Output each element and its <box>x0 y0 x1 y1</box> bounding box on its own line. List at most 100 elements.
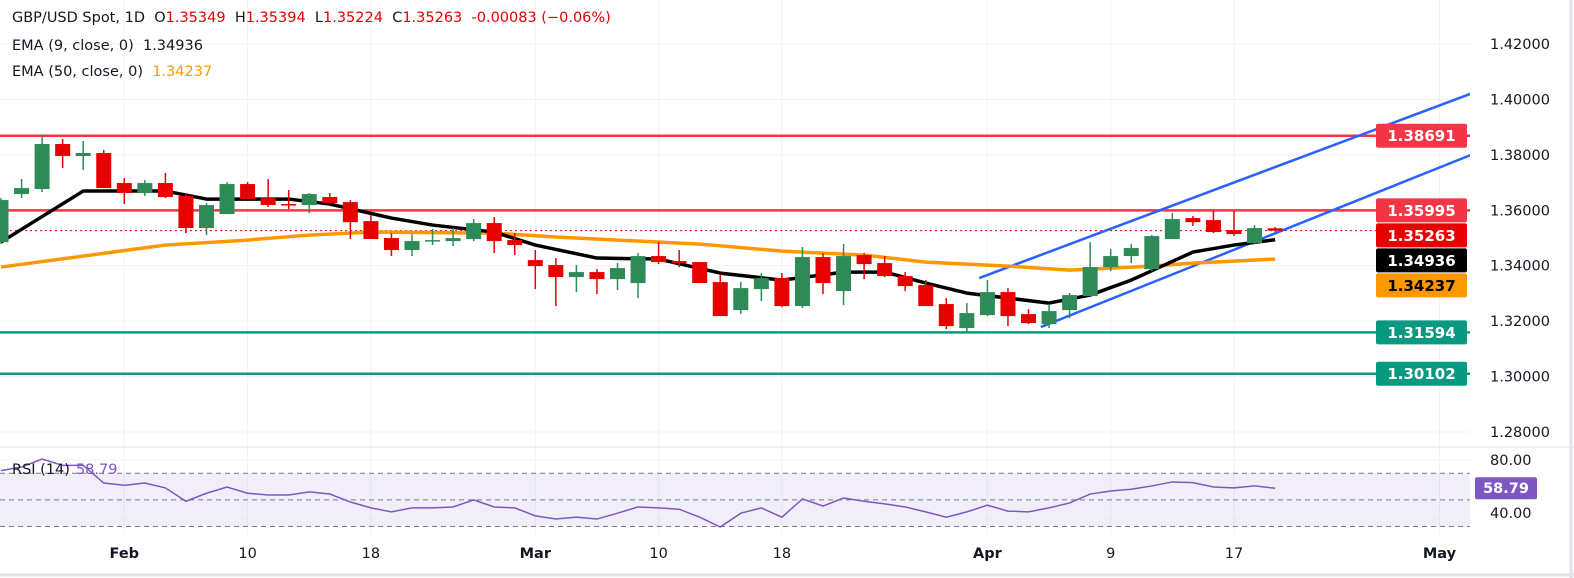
candle-body <box>1062 295 1078 311</box>
candle-body <box>1164 219 1180 240</box>
candle-body <box>1000 292 1016 317</box>
candle-body <box>363 221 379 240</box>
ema9-value: 1.34936 <box>142 38 203 54</box>
price-tag: 1.34936 <box>1376 248 1467 273</box>
candle-body <box>157 183 173 198</box>
candle <box>1041 304 1057 329</box>
candle <box>1144 235 1160 272</box>
candle-body <box>34 144 50 190</box>
candle-body <box>322 197 338 204</box>
symbol-legend: GBP/USD Spot, 1D O1.35349 H1.35394 L1.35… <box>12 10 611 26</box>
ema9-legend[interactable]: EMA (9, close, 0) 1.34936 <box>12 38 203 54</box>
rsi-tick-label: 80.00 <box>1490 453 1532 469</box>
price-tag-box <box>1376 320 1467 345</box>
candle-body <box>794 257 810 307</box>
symbol-title[interactable]: GBP/USD Spot, 1D <box>12 10 145 26</box>
channel-upper-line[interactable] <box>978 90 1480 280</box>
candle-body <box>1144 236 1160 270</box>
candle-body <box>281 204 297 206</box>
candle-body <box>630 256 646 284</box>
price-tag: 1.34237 <box>1376 273 1467 298</box>
candle <box>548 258 564 307</box>
candle-body <box>178 196 194 229</box>
candle <box>774 273 790 308</box>
close-label: C <box>392 10 403 26</box>
candle-body <box>75 153 91 157</box>
time-axis[interactable]: Feb 10 18 Mar 10 18 Apr 9 17 May <box>110 546 1457 562</box>
candle <box>1123 244 1139 264</box>
candle <box>1226 211 1242 237</box>
price-tag-text: 1.35995 <box>1387 202 1455 220</box>
ema50-legend[interactable]: EMA (50, close, 0) 1.34237 <box>12 64 212 80</box>
candle-body <box>938 304 954 327</box>
candle-body <box>445 238 461 242</box>
close-value: 1.35263 <box>402 10 463 26</box>
high-label: H <box>234 10 246 26</box>
candle <box>342 200 358 240</box>
price-tag-text: 1.34936 <box>1387 252 1455 270</box>
price-tag-text: 1.34237 <box>1387 277 1455 295</box>
rsi-line <box>0 458 1276 528</box>
time-tick-label: 18 <box>773 546 791 562</box>
candle <box>568 265 584 293</box>
price-tag: 1.38691 <box>1376 123 1467 148</box>
candle <box>979 280 995 317</box>
candle-body <box>815 257 831 284</box>
rsi-label: RSI (14) <box>12 462 70 478</box>
candle-body <box>877 263 893 277</box>
price-tick-label: 1.36000 <box>1490 203 1550 219</box>
candle <box>116 178 132 205</box>
ema50-label: EMA (50, close, 0) <box>12 64 143 80</box>
candle-body <box>753 278 769 290</box>
rsi-value-tag-text: 58.79 <box>1483 481 1529 497</box>
price-tag-box <box>1376 273 1467 298</box>
candle <box>1082 242 1098 297</box>
candle-body <box>692 262 708 284</box>
candle-body <box>1041 311 1057 325</box>
candle-body <box>1267 228 1283 231</box>
price-tag-text: 1.30102 <box>1387 365 1455 383</box>
time-tick-label: May <box>1423 546 1457 562</box>
time-tick-label: 18 <box>362 546 380 562</box>
candle <box>918 280 934 307</box>
candle-body <box>507 240 523 246</box>
price-tag: 1.31594 <box>1376 320 1467 345</box>
candle <box>34 135 50 193</box>
candle-body <box>260 198 276 206</box>
candle <box>815 253 831 295</box>
candle <box>157 173 173 199</box>
horizontal-levels[interactable] <box>0 134 1470 375</box>
price-tick-label: 1.40000 <box>1490 92 1550 108</box>
candle <box>1205 211 1221 234</box>
price-tag-box <box>1376 361 1467 386</box>
candle <box>137 180 153 197</box>
candle-body <box>219 184 235 215</box>
candle-body <box>1247 228 1263 244</box>
candle-body <box>466 223 482 240</box>
price-tag-box <box>1376 248 1467 273</box>
candle-body <box>1185 218 1201 223</box>
price-axis[interactable]: 1.42000 1.40000 1.38000 1.36000 1.34000 1.320… <box>1490 37 1550 441</box>
candle-body <box>342 202 358 223</box>
low-label: L <box>314 10 323 26</box>
candle-body <box>1205 220 1221 233</box>
candle-body <box>1103 256 1119 268</box>
candle <box>383 233 399 257</box>
candle <box>322 193 338 204</box>
open-value: 1.35349 <box>165 10 226 26</box>
candle <box>836 244 852 306</box>
rsi-legend[interactable]: RSI (14) 58.79 <box>12 462 117 478</box>
candle-body <box>836 256 852 292</box>
price-tag: 1.30102 <box>1376 361 1467 386</box>
candle-body <box>733 288 749 311</box>
candles <box>0 135 1283 333</box>
candle <box>1021 309 1036 325</box>
candle <box>651 242 667 265</box>
candle-body <box>1021 314 1036 324</box>
candle-body <box>774 278 790 307</box>
candle-body <box>116 183 132 194</box>
candle <box>507 233 523 256</box>
candle-body <box>14 188 30 195</box>
candle <box>14 179 30 199</box>
